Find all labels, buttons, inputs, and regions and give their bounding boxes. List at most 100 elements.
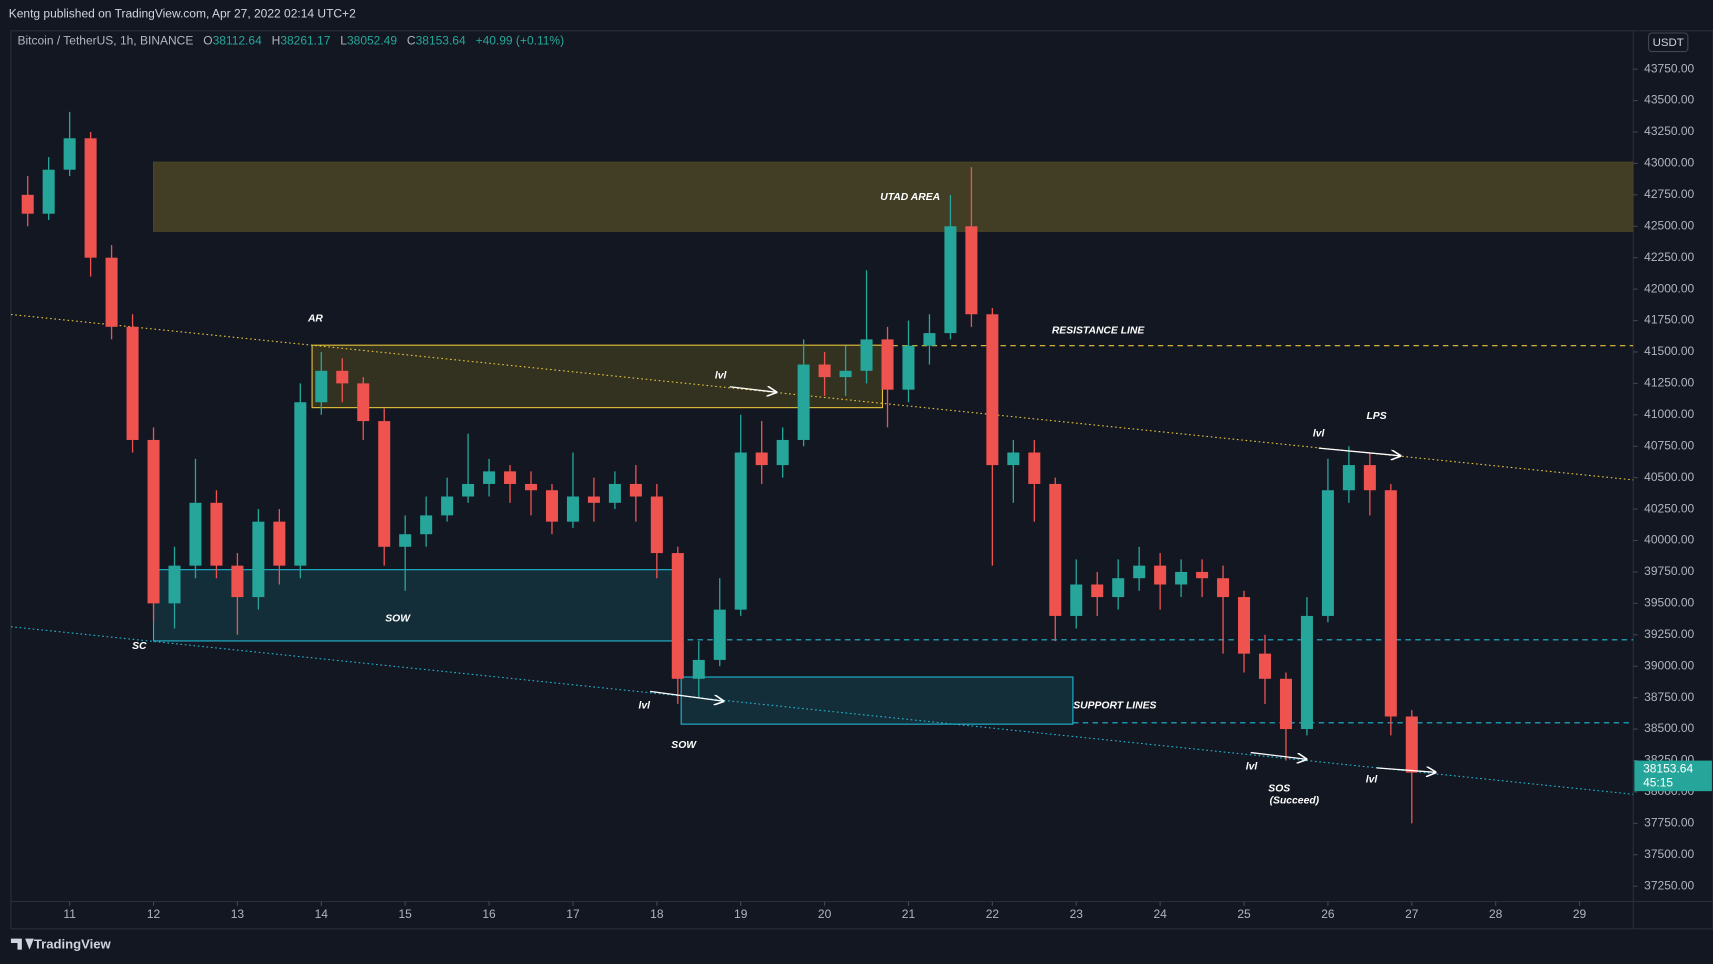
candle-body [1384,490,1397,717]
candle-body [504,471,517,484]
publisher: Kentg published on TradingView.com, Apr … [9,7,356,21]
candle-body [797,364,810,440]
x-tick-label: 14 [315,907,329,921]
x-tick-label: 12 [147,907,161,921]
candle-body [315,370,328,403]
y-tick-label: 41250.00 [1644,376,1694,390]
candle-body [1070,584,1083,616]
x-tick-label: 17 [566,907,580,921]
annotation-line [10,313,1634,481]
candle-body [1091,584,1104,598]
ohlc-key: C [407,34,416,48]
arrow [1376,768,1436,772]
x-tick-label: 20 [818,907,832,921]
annotation-label: UTAD AREA [880,192,940,203]
candle-body [545,490,558,522]
x-tick-label: 24 [1153,907,1167,921]
y-tick-label: 43750.00 [1644,61,1694,75]
candle-body [566,496,579,522]
x-tick-label: 23 [1070,907,1084,921]
candle-body [273,521,286,566]
zone [311,344,884,409]
y-tick-label: 42500.00 [1644,218,1694,232]
y-tick-label: 43250.00 [1644,124,1694,138]
candle-body [378,421,391,547]
candle-body [1028,452,1041,484]
x-tick-label: 13 [231,907,245,921]
candle-body [524,483,538,491]
y-tick-label: 39500.00 [1644,596,1694,610]
plot-area [10,111,1634,824]
annotation-label: SOW [671,740,697,751]
y-tick-label: 40750.00 [1644,438,1694,452]
candle-body [1363,465,1376,491]
candle-body [902,345,915,390]
candle-body [755,452,768,466]
x-tick-label: 21 [902,907,916,921]
ohlc-value: 38153.64 [416,34,466,48]
annotation-label: SOW [385,614,411,625]
candle-body [818,364,831,378]
annotation-label: SOS [1268,783,1290,794]
candle-body [252,521,265,598]
ohlc-key: O [203,34,212,48]
y-tick-label: 42000.00 [1644,281,1694,295]
candle-body [399,534,412,547]
candle-body [860,339,873,371]
annotation-label: lvl [1246,762,1259,773]
candle-body [923,333,936,346]
x-tick-label: 28 [1489,907,1503,921]
price-tag-value: 38153.64 [1643,761,1693,775]
candle-body [21,194,34,214]
candle-body [462,483,475,497]
x-tick-label: 16 [482,907,496,921]
y-tick-label: 38750.00 [1644,690,1694,704]
candle-body [587,496,600,503]
candle-body [42,169,55,214]
annotation-label: lvl [1313,429,1326,440]
candle-body [629,483,642,497]
candle-body [1196,571,1209,579]
y-tick-label: 37250.00 [1644,878,1694,892]
y-tick-label: 41750.00 [1644,313,1694,327]
x-tick-label: 18 [650,907,664,921]
candle-body [441,496,454,516]
candle-body [1321,490,1334,616]
y-tick-label: 39750.00 [1644,564,1694,578]
y-tick-label: 37750.00 [1644,815,1694,829]
zone [680,676,1074,725]
annotation-label: SC [132,641,147,652]
y-tick-label: 43000.00 [1644,156,1694,170]
candle-body [986,314,999,466]
ohlc-value: 38112.64 [213,34,262,48]
candle-body [734,452,747,610]
candle-body [63,138,76,170]
candle-body [420,515,433,535]
candle-body [1217,578,1230,598]
y-tick-label: 41000.00 [1644,407,1694,421]
candle-body [1133,565,1146,579]
arrow [1318,447,1400,456]
brand: TradingView [34,937,112,952]
candle-body [147,439,160,604]
brand-logo [10,938,34,950]
currency: USDT [1653,37,1684,49]
candle-body [671,553,684,679]
candle-body [231,565,244,598]
annotation-label: AR [307,314,323,325]
candle-body [839,370,852,378]
candle-body [483,471,496,484]
arrow [1250,751,1306,760]
candle-body [1279,678,1292,730]
candle-body [944,226,957,334]
x-tick-label: 27 [1405,907,1419,921]
currency-box[interactable] [1647,32,1689,53]
x-tick-label: 19 [734,907,748,921]
price-tag-countdown: 45:15 [1643,776,1673,790]
x-tick-label: 22 [986,907,1000,921]
candle-body [168,565,181,604]
candle-body [965,226,978,315]
x-tick-label: 11 [63,907,76,921]
